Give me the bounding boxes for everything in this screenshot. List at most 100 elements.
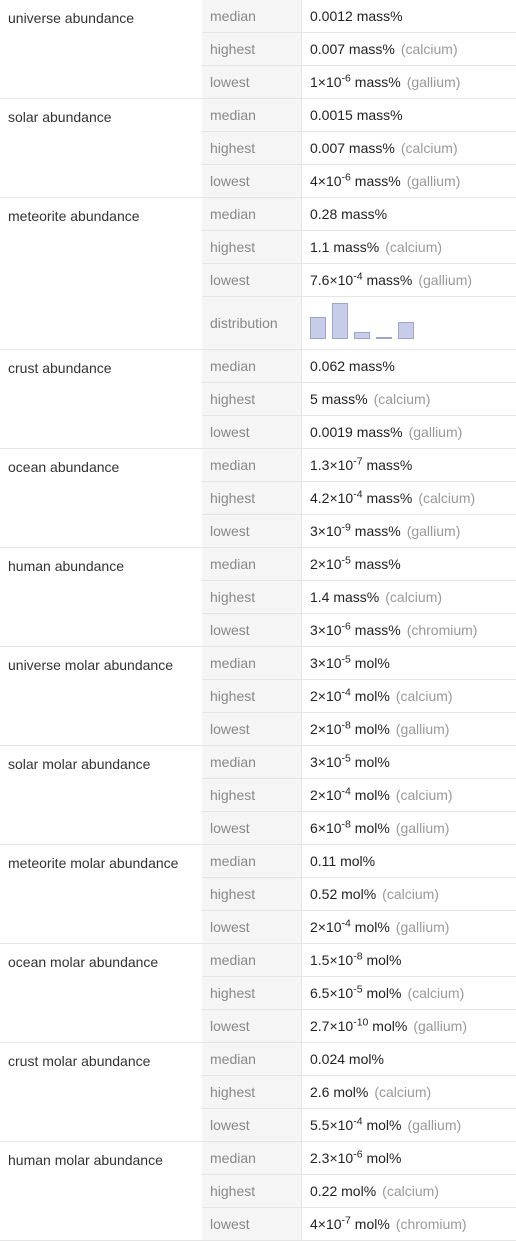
stat-label: highest — [202, 581, 302, 613]
group-row: human molar abundancemedian2.3×10-6 mol%… — [0, 1142, 516, 1241]
value-text: 2×10-8 mol% — [310, 721, 390, 737]
group-label: ocean abundance — [0, 449, 202, 547]
subrows: median0.11 mol%highest0.52 mol%(calcium)… — [202, 845, 516, 943]
value-cell: 0.28 mass% — [302, 198, 516, 230]
value-note: (gallium) — [413, 1018, 467, 1034]
table-row: median0.024 mol% — [202, 1043, 516, 1076]
value-note: (gallium) — [396, 919, 450, 935]
value-text: 2.7×10-10 mol% — [310, 1018, 407, 1034]
subrows: median 0.28 mass% highest1.1 mass%(calcium… — [202, 198, 516, 349]
stat-label: lowest — [202, 713, 302, 745]
table-row: lowest7.6×10-4 mass%(gallium) — [202, 264, 516, 297]
table-row: highest1.1 mass%(calcium) — [202, 231, 516, 264]
value-note: (calcium) — [396, 787, 453, 803]
value-cell: 0.0019 mass%(gallium) — [302, 416, 516, 448]
table-row: lowest3×10-9 mass%(gallium) — [202, 515, 516, 547]
subrows: median0.0012 mass%highest0.007 mass%(cal… — [202, 0, 516, 98]
value-note: (gallium) — [407, 1117, 461, 1133]
stat-label: highest — [202, 680, 302, 712]
value-text: 0.22 mol% — [310, 1183, 376, 1199]
group-label: solar molar abundance — [0, 746, 202, 844]
value-note: (gallium) — [407, 74, 461, 90]
stat-label: median — [202, 1043, 302, 1075]
value-text: 4.2×10-4 mass% — [310, 490, 412, 506]
group-row: ocean molar abundancemedian1.5×10-8 mol%… — [0, 944, 516, 1043]
subrows: median2×10-5 mass%highest1.4 mass%(calci… — [202, 548, 516, 646]
value-note: (calcium) — [401, 140, 458, 156]
group-row: crust molar abundancemedian0.024 mol%hig… — [0, 1043, 516, 1142]
value-text: 6.5×10-5 mol% — [310, 985, 401, 1001]
table-row: highest 6.5×10-5 mol% (calcium) — [202, 977, 516, 1010]
group-row: ocean abundancemedian1.3×10-7 mass%highe… — [0, 449, 516, 548]
value-text: 0.0015 mass% — [310, 107, 403, 123]
table-row: highest1.4 mass%(calcium) — [202, 581, 516, 614]
subrows: median3×10-5 mol%highest2×10-4 mol%(calc… — [202, 647, 516, 745]
stat-label: lowest — [202, 165, 302, 197]
value-cell: 5.5×10-4 mol%(gallium) — [302, 1109, 516, 1141]
value-cell: 1.5×10-8 mol% — [302, 944, 516, 976]
value-cell: 3×10-9 mass%(gallium) — [302, 515, 516, 547]
value-cell: 2×10-8 mol%(gallium) — [302, 713, 516, 745]
group-row: crust abundancemedian0.062 mass%highest5… — [0, 350, 516, 449]
value-cell: 0.0012 mass% — [302, 0, 516, 32]
stat-label: median — [202, 350, 302, 382]
group-row: universe molar abundancemedian3×10-5 mol… — [0, 647, 516, 746]
stat-label: distribution — [202, 297, 302, 349]
table-row: lowest1×10-6 mass%(gallium) — [202, 66, 516, 98]
value-cell: 0.024 mol% — [302, 1043, 516, 1075]
table-row: highest2×10-4 mol%(calcium) — [202, 779, 516, 812]
stat-label: highest — [202, 977, 302, 1009]
value-text: 2.6 mol% — [310, 1084, 368, 1100]
stat-label: highest — [202, 482, 302, 514]
value-cell: 0.062 mass% — [302, 350, 516, 382]
value-text: 4×10-7 mol% — [310, 1216, 390, 1232]
value-cell: 1×10-6 mass%(gallium) — [302, 66, 516, 98]
subrows: median0.0015 mass%highest0.007 mass%(cal… — [202, 99, 516, 197]
value-cell: 3×10-6 mass%(chromium) — [302, 614, 516, 646]
stat-label: median — [202, 0, 302, 32]
value-cell: 2×10-4 mol%(gallium) — [302, 911, 516, 943]
group-row: meteorite molar abundancemedian0.11 mol%… — [0, 845, 516, 944]
subrows: median2.3×10-6 mol%highest0.22 mol%(calc… — [202, 1142, 516, 1240]
stat-label: lowest — [202, 515, 302, 547]
stat-label: median — [202, 449, 302, 481]
stat-label: lowest — [202, 416, 302, 448]
stat-label: lowest — [202, 911, 302, 943]
value-text: 3×10-5 mol% — [310, 655, 390, 671]
value-text: 0.0019 mass% — [310, 424, 403, 440]
stat-label: lowest — [202, 812, 302, 844]
distribution-bar — [376, 337, 392, 339]
value-cell: 0.007 mass%(calcium) — [302, 132, 516, 164]
distribution-bar — [398, 322, 414, 339]
value-cell: 4×10-7 mol%(chromium) — [302, 1208, 516, 1240]
table-row: highest0.007 mass%(calcium) — [202, 33, 516, 66]
stat-label: highest — [202, 878, 302, 910]
value-note: (calcium) — [407, 985, 464, 1001]
value-note: (chromium) — [407, 622, 478, 638]
value-cell: 0.11 mol% — [302, 845, 516, 877]
group-row: universe abundancemedian0.0012 mass%high… — [0, 0, 516, 99]
table-row: highest0.52 mol%(calcium) — [202, 878, 516, 911]
stat-label: median — [202, 198, 302, 230]
value-note: (gallium) — [396, 820, 450, 836]
stat-label: highest — [202, 132, 302, 164]
distribution-bar — [332, 303, 348, 339]
stat-label: lowest — [202, 66, 302, 98]
group-row: human abundancemedian2×10-5 mass%highest… — [0, 548, 516, 647]
value-note: (calcium) — [396, 688, 453, 704]
value-cell: 2.7×10-10 mol% (gallium) — [302, 1010, 516, 1042]
table-row: median2×10-5 mass% — [202, 548, 516, 581]
value-text: 0.28 mass% — [310, 206, 387, 222]
group-label: universe abundance — [0, 0, 202, 98]
group-label: universe molar abundance — [0, 647, 202, 745]
value-cell — [302, 297, 516, 349]
subrows: median1.5×10-8 mol%highest6.5×10-5 mol%(… — [202, 944, 516, 1042]
abundance-table: universe abundancemedian0.0012 mass%high… — [0, 0, 516, 1241]
value-cell: 0.22 mol%(calcium) — [302, 1175, 516, 1207]
group-row: solar molar abundancemedian3×10-5 mol%hi… — [0, 746, 516, 845]
subrows: median3×10-5 mol%highest2×10-4 mol%(calc… — [202, 746, 516, 844]
value-cell: 2×10-4 mol%(calcium) — [302, 680, 516, 712]
value-cell: 7.6×10-4 mass%(gallium) — [302, 264, 516, 296]
value-note: (calcium) — [385, 239, 442, 255]
stat-label: median — [202, 548, 302, 580]
